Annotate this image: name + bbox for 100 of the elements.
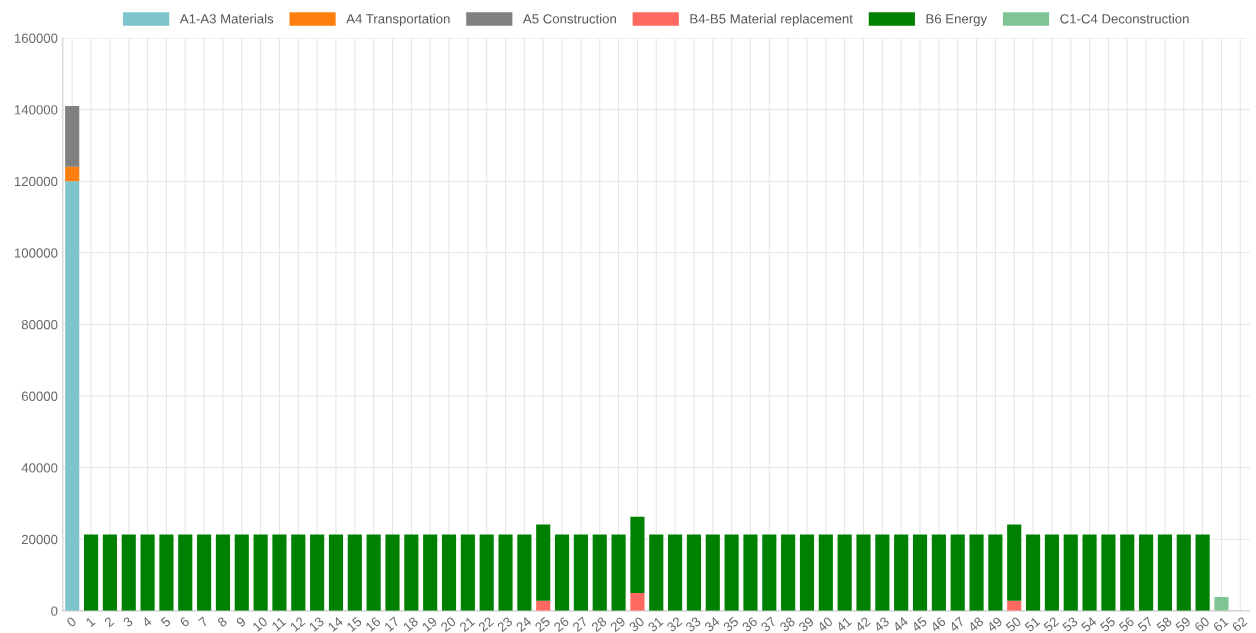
bar: [385, 534, 400, 611]
y-tick-label: 0: [51, 606, 58, 616]
bar: [121, 534, 136, 611]
bar: [762, 534, 777, 611]
x-tick-label: 54: [1080, 616, 1098, 633]
bar: [875, 534, 890, 611]
x-tick-label: 22: [477, 616, 495, 633]
legend-label: A5 Construction: [522, 13, 616, 24]
bar: [1082, 534, 1097, 611]
x-tick-label: 55: [1099, 616, 1116, 633]
bar: [536, 524, 551, 601]
x-tick-label: 61: [1212, 616, 1229, 633]
bar: [65, 106, 80, 167]
x-tick-label: 12: [289, 616, 306, 632]
bar: [1120, 534, 1135, 611]
x-tick-label: 13: [308, 616, 325, 632]
bar: [423, 534, 438, 611]
x-tick-label: 40: [816, 616, 834, 633]
x-tick-label: 24: [515, 616, 532, 633]
bar: [84, 534, 99, 611]
bar: [1214, 596, 1229, 611]
bar: [460, 534, 475, 611]
x-tick-label: 15: [346, 616, 363, 632]
x-tick-label: 51: [1024, 616, 1041, 633]
bar: [743, 534, 758, 611]
x-tick-label: 39: [798, 616, 815, 633]
bar: [705, 534, 720, 611]
bar: [1157, 534, 1172, 611]
x-tick-label: 19: [421, 616, 438, 632]
x-tick-label: 43: [873, 616, 890, 633]
bar: [950, 534, 965, 611]
bar: [291, 534, 306, 611]
x-tick-label: 38: [779, 616, 796, 633]
bar: [573, 534, 588, 611]
x-tick-label: 57: [1137, 616, 1154, 633]
bar: [630, 516, 645, 593]
x-tick-label: 18: [402, 616, 419, 632]
x-tick-label: 52: [1042, 616, 1060, 633]
x-tick-label: 58: [1155, 616, 1173, 633]
x-tick-label: 45: [910, 616, 928, 633]
x-tick-label: 8: [216, 616, 228, 628]
bar: [366, 534, 381, 611]
bar: [404, 534, 419, 611]
bar: [197, 534, 212, 611]
bar: [479, 534, 494, 611]
bar: [1176, 534, 1191, 611]
x-tick-label: 46: [929, 616, 947, 633]
y-tick-label: 20000: [21, 534, 58, 545]
x-tick-label: 59: [1174, 616, 1192, 633]
bar: [253, 534, 268, 611]
bar: [65, 166, 80, 182]
x-tick-label: 31: [647, 616, 664, 633]
bar: [799, 534, 815, 611]
x-tick-label: 62: [1231, 616, 1248, 633]
bar: [178, 534, 193, 611]
bar: [818, 534, 833, 611]
bar: [347, 534, 362, 611]
bar: [140, 534, 155, 611]
bar: [65, 181, 80, 611]
x-tick-label: 23: [496, 616, 513, 633]
x-tick-label: 29: [609, 616, 626, 633]
x-tick-label: 49: [986, 616, 1003, 633]
x-tick-label: 1: [85, 616, 96, 628]
x-tick-label: 5: [160, 616, 172, 628]
bar: [856, 534, 871, 611]
bar: [498, 534, 513, 611]
bar: [159, 534, 174, 611]
x-tick-label: 27: [572, 616, 589, 633]
x-tick-label: 20: [440, 616, 457, 633]
bar: [630, 592, 645, 611]
bar: [592, 534, 607, 611]
bar: [686, 534, 701, 611]
bar: [988, 534, 1003, 611]
x-tick-label: 60: [1193, 616, 1211, 633]
x-tick-label: 4: [141, 616, 153, 628]
bar: [668, 534, 683, 611]
bar: [215, 534, 231, 611]
bar: [517, 534, 532, 611]
y-tick-label: 140000: [14, 105, 58, 115]
x-tick-label: 47: [948, 616, 966, 633]
y-tick-label: 60000: [21, 391, 58, 401]
bar: [1044, 534, 1059, 611]
x-tick-label: 42: [854, 616, 871, 633]
x-tick-label: 14: [327, 616, 344, 632]
bar: [554, 534, 570, 611]
x-tick-label: 2: [103, 616, 115, 628]
x-tick-label: 6: [179, 616, 190, 628]
legend-label: C1-C4 Deconstruction: [1060, 13, 1189, 24]
x-tick-label: 11: [271, 616, 287, 632]
bar: [1007, 524, 1022, 601]
x-tick-label: 44: [892, 616, 909, 633]
bar: [272, 534, 287, 611]
bar: [328, 534, 344, 611]
x-tick-label: 26: [553, 616, 570, 633]
bar: [931, 534, 946, 611]
x-tick-label: 35: [722, 616, 740, 633]
x-tick-label: 0: [66, 616, 77, 628]
x-tick-label: 28: [590, 616, 608, 633]
x-tick-label: 34: [703, 616, 721, 633]
x-tick-label: 32: [666, 616, 683, 633]
